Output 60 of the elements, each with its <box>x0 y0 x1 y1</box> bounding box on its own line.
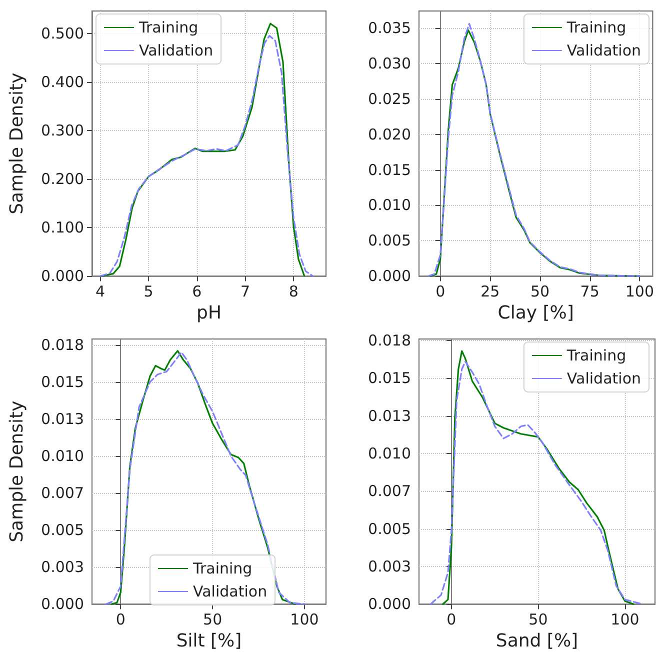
y-tick-label: 0.000 <box>41 267 84 286</box>
y-tick-label: 0.018 <box>368 332 411 350</box>
legend-label: Training <box>566 18 626 36</box>
y-tick-label: 0.030 <box>368 54 411 72</box>
y-tick-label: 0.010 <box>368 444 411 462</box>
y-tick-label: 0.000 <box>368 267 411 286</box>
y-axis-title: Sample Density <box>6 400 28 542</box>
y-tick-label: 0.003 <box>41 558 84 576</box>
x-tick-label: 75 <box>580 282 600 301</box>
y-tick-label: 0.005 <box>368 520 411 538</box>
y-tick-label: 0.000 <box>368 595 411 614</box>
legend-label: Training <box>566 346 626 364</box>
x-tick-label: 25 <box>480 282 500 301</box>
y-tick-label: 0.400 <box>41 72 84 91</box>
x-tick-label: 50 <box>530 282 550 301</box>
x-tick-label: 100 <box>625 282 654 301</box>
y-tick-label: 0.200 <box>41 170 84 188</box>
x-tick-label: 8 <box>288 282 298 301</box>
legend-label: Validation <box>139 42 214 60</box>
y-tick-label: 0.007 <box>368 482 411 500</box>
y-axis-title: Sample Density <box>6 72 28 214</box>
y-tick-label: 0.025 <box>368 90 411 108</box>
y-tick-label: 0.018 <box>41 336 84 354</box>
y-tick-label: 0.007 <box>41 484 84 502</box>
y-tick-label: 0.035 <box>368 19 411 38</box>
x-tick-label: 6 <box>192 282 202 301</box>
y-tick-label: 0.300 <box>41 121 84 140</box>
y-tick-label: 0.013 <box>41 410 84 428</box>
x-tick-label: 50 <box>203 610 222 629</box>
x-axis-title: Sand [%] <box>496 630 578 652</box>
legend-label: Training <box>138 18 198 36</box>
y-tick-label: 0.100 <box>41 218 84 237</box>
y-tick-label: 0.005 <box>368 232 411 250</box>
y-tick-label: 0.500 <box>41 24 84 42</box>
legend-label: Validation <box>193 582 268 600</box>
y-tick-label: 0.003 <box>368 557 411 576</box>
y-tick-label: 0.005 <box>41 521 84 540</box>
x-axis-title: Silt [%] <box>176 630 242 652</box>
y-tick-label: 0.010 <box>368 196 411 214</box>
y-tick-label: 0.000 <box>41 595 84 614</box>
x-axis-title: Clay [%] <box>498 302 574 324</box>
x-tick-label: 100 <box>610 610 640 629</box>
y-tick-label: 0.010 <box>41 447 84 465</box>
y-tick-label: 0.015 <box>41 372 84 391</box>
legend-label: Training <box>192 560 252 578</box>
x-tick-label: 0 <box>436 282 446 301</box>
y-tick-label: 0.020 <box>368 125 411 144</box>
x-tick-label: 100 <box>290 610 319 629</box>
x-tick-label: 7 <box>240 282 250 301</box>
x-tick-label: 50 <box>528 610 548 629</box>
y-tick-label: 0.013 <box>368 406 411 425</box>
legend-label: Validation <box>566 370 642 388</box>
legend-label: Validation <box>566 42 642 60</box>
x-axis-title: pH <box>196 302 222 324</box>
x-tick-label: 5 <box>144 282 154 301</box>
y-tick-label: 0.015 <box>368 369 411 388</box>
x-tick-label: 4 <box>95 282 105 301</box>
y-tick-label: 0.015 <box>368 160 411 179</box>
x-tick-label: 0 <box>116 610 126 629</box>
x-tick-label: 0 <box>446 610 456 629</box>
